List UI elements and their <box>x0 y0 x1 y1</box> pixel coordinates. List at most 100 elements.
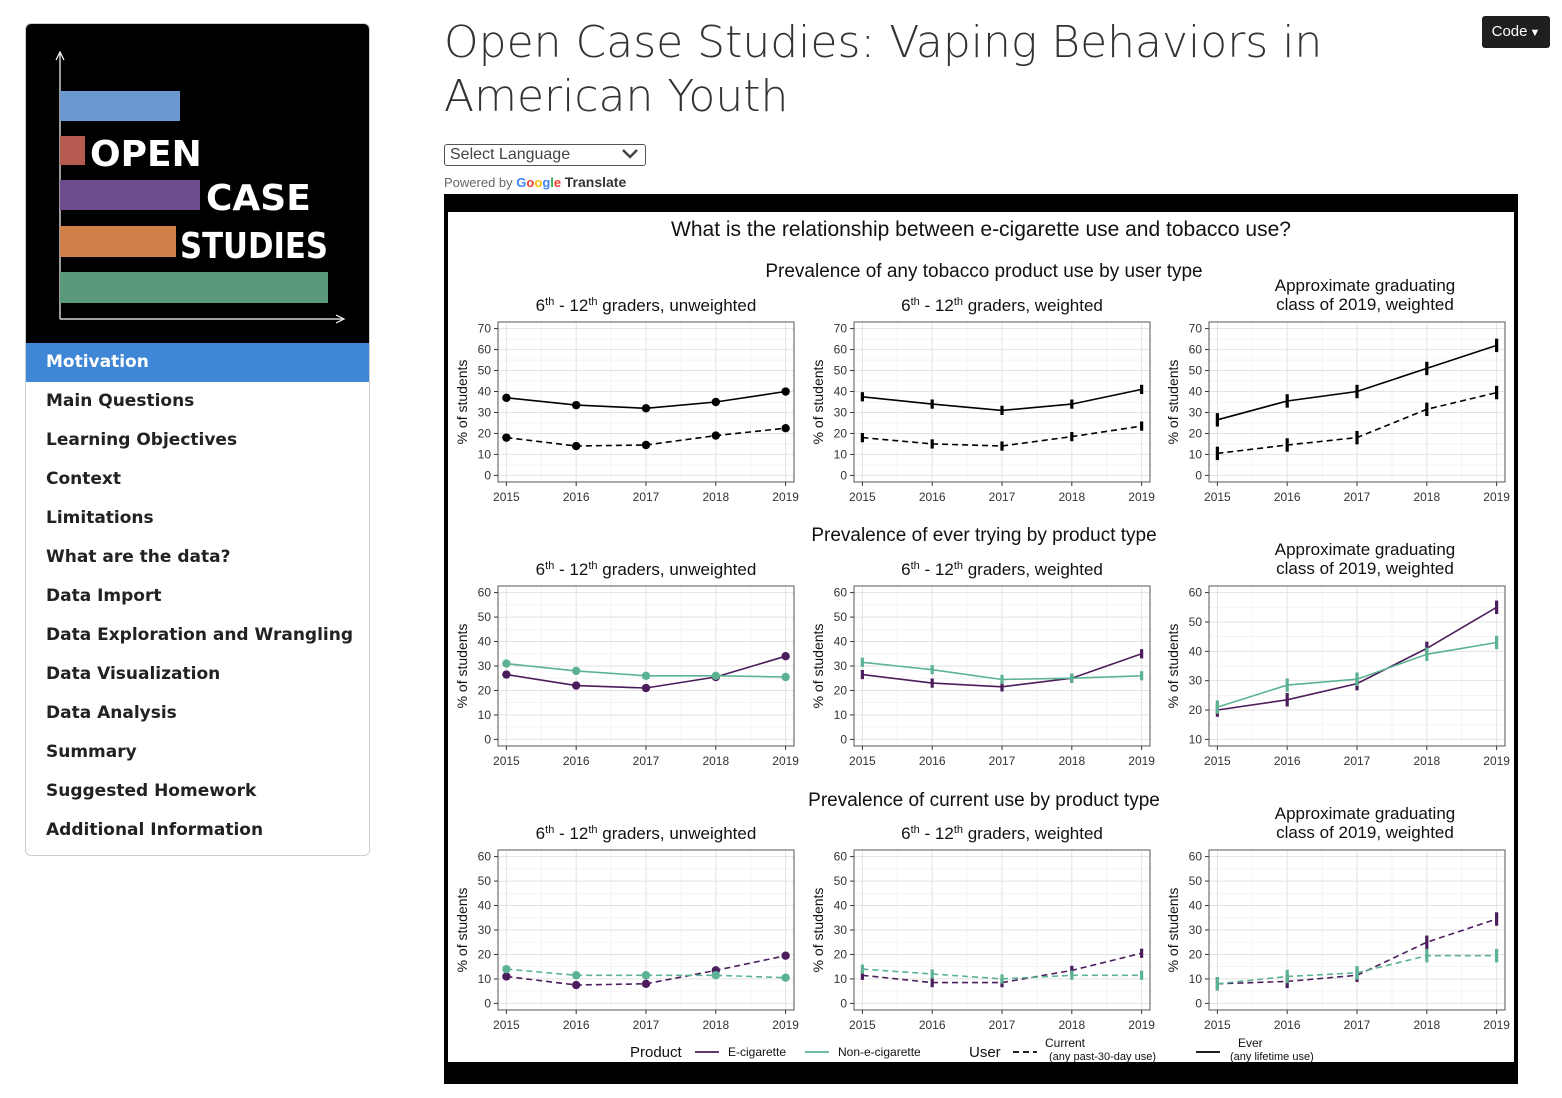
logo-bar-green <box>60 272 328 303</box>
logo-word-open: OPEN <box>90 134 202 175</box>
legend-title-user: User <box>969 1044 1001 1061</box>
subtitle-part: - 12 <box>920 824 954 843</box>
toc-item-data-analysis[interactable]: Data Analysis <box>46 703 177 723</box>
superscript: th <box>545 296 554 308</box>
y-tick-label: 70 <box>1189 322 1203 336</box>
superscript: th <box>588 824 597 836</box>
vaping-prevalence-chart: What is the relationship between e-cigar… <box>454 218 1510 1062</box>
y-tick-label: 40 <box>834 635 848 649</box>
y-tick-label: 50 <box>478 364 492 378</box>
y-tick-label: 40 <box>478 635 492 649</box>
toc-item-limitations[interactable]: Limitations <box>46 508 154 528</box>
data-point <box>711 431 721 440</box>
y-tick-label: 0 <box>484 468 491 482</box>
y-tick-label: 60 <box>1189 586 1203 600</box>
legend-title-product: Product <box>630 1044 683 1061</box>
superscript: th <box>545 560 554 572</box>
logo-word-studies: STUDIES <box>180 226 328 267</box>
x-tick-label: 2017 <box>989 754 1016 768</box>
x-tick-label: 2019 <box>772 754 799 768</box>
x-tick-label: 2018 <box>1058 490 1085 504</box>
subtitle-part: graders, unweighted <box>598 560 757 579</box>
x-tick-label: 2017 <box>989 490 1016 504</box>
logo-graphic: OPEN CASE STUDIES <box>55 50 346 324</box>
y-tick-label: 20 <box>1189 703 1203 717</box>
google-logo-letter: g <box>542 175 551 190</box>
data-point <box>571 666 581 676</box>
data-point <box>502 972 511 981</box>
y-tick-label: 10 <box>1189 447 1203 461</box>
data-point <box>781 424 790 433</box>
y-tick-label: 30 <box>478 923 492 937</box>
y-tick-label: 70 <box>478 322 492 336</box>
toc-item-motivation[interactable]: Motivation <box>26 343 369 382</box>
panel-subtitle: 6th - 12th graders, weighted <box>901 560 1103 579</box>
panel-subtitle: class of 2019, weighted <box>1276 559 1454 578</box>
panel-border <box>853 321 1151 483</box>
x-tick-label: 2016 <box>563 1018 590 1032</box>
row-title: Prevalence of ever trying by product typ… <box>811 525 1156 546</box>
y-tick-label: 40 <box>1189 899 1203 913</box>
x-tick-label: 2016 <box>563 754 590 768</box>
y-tick-label: 30 <box>834 405 848 419</box>
toc-item-main-questions[interactable]: Main Questions <box>46 391 195 411</box>
toc-item-additional-information[interactable]: Additional Information <box>46 820 264 840</box>
data-point <box>571 400 581 410</box>
toc-item-data-import[interactable]: Data Import <box>46 586 162 606</box>
x-tick-label: 2017 <box>1344 1018 1371 1032</box>
data-point <box>502 659 511 668</box>
panel-subtitle: Approximate graduating <box>1275 540 1456 559</box>
y-tick-label: 70 <box>834 322 848 336</box>
toc-item-context[interactable]: Context <box>46 469 122 489</box>
y-tick-label: 40 <box>834 899 848 913</box>
x-tick-label: 2016 <box>919 490 946 504</box>
translate-link[interactable]: Translate <box>564 174 627 190</box>
x-tick-label: 2015 <box>849 490 876 504</box>
powered-by-google-translate: Powered by Google Translate <box>444 174 626 190</box>
caret-down-icon: ▼ <box>1529 27 1541 39</box>
toc-item-learning-objectives[interactable]: Learning Objectives <box>46 430 238 450</box>
y-tick-label: 40 <box>1189 385 1203 399</box>
logo-bar-orange <box>60 226 176 257</box>
panel-border <box>497 849 795 1011</box>
language-select-value: Select Language <box>450 146 571 163</box>
y-tick-label: 40 <box>834 385 848 399</box>
y-tick-label: 30 <box>834 923 848 937</box>
toc-item-data-visualization[interactable]: Data Visualization <box>46 664 221 684</box>
row-title: Prevalence of any tobacco product use by… <box>765 261 1202 282</box>
toc-item-suggested-homework[interactable]: Suggested Homework <box>46 781 257 801</box>
x-tick-label: 2018 <box>702 490 729 504</box>
toc-item-data-exploration[interactable]: Data Exploration and Wrangling <box>46 625 354 645</box>
data-point <box>641 440 651 450</box>
google-logo[interactable]: Google <box>516 175 561 190</box>
toc-item-summary[interactable]: Summary <box>46 742 137 762</box>
x-tick-label: 2018 <box>1413 754 1440 768</box>
x-tick-label: 2015 <box>849 754 876 768</box>
y-tick-label: 50 <box>1189 364 1203 378</box>
y-tick-label: 20 <box>834 426 848 440</box>
y-tick-label: 30 <box>834 659 848 673</box>
y-tick-label: 50 <box>834 874 848 888</box>
x-tick-label: 2017 <box>633 1018 660 1032</box>
data-point <box>571 441 581 451</box>
language-select[interactable]: Select Language <box>444 144 646 166</box>
chart-title: What is the relationship between e-cigar… <box>671 218 1291 241</box>
legend-label-current: Current <box>1045 1036 1086 1050</box>
x-tick-label: 2019 <box>1483 1018 1510 1032</box>
x-tick-label: 2016 <box>919 754 946 768</box>
y-tick-label: 30 <box>1189 405 1203 419</box>
data-point <box>711 671 721 680</box>
data-point <box>641 979 651 989</box>
data-point <box>571 971 581 980</box>
data-point <box>711 971 721 980</box>
toc-item-what-are-the-data[interactable]: What are the data? <box>46 547 231 567</box>
y-tick-label: 30 <box>478 405 492 419</box>
x-tick-label: 2016 <box>919 1018 946 1032</box>
x-tick-label: 2018 <box>702 1018 729 1032</box>
y-tick-label: 20 <box>1189 426 1203 440</box>
data-point <box>502 433 511 442</box>
y-tick-label: 20 <box>1189 947 1203 961</box>
code-button[interactable]: Code ▼ <box>1482 16 1550 48</box>
x-tick-label: 2017 <box>1344 490 1371 504</box>
x-tick-label: 2016 <box>1274 754 1301 768</box>
